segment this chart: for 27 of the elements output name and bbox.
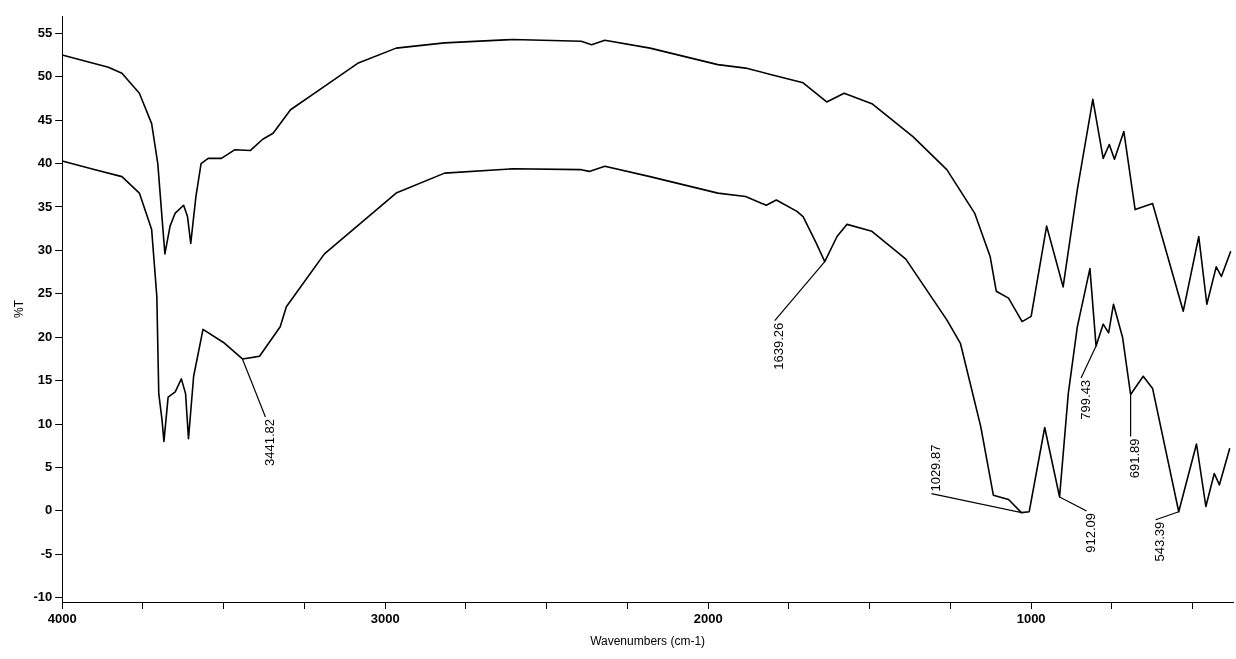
y-tick-label: 35: [37, 198, 53, 214]
y-tick-label: 20: [37, 328, 53, 344]
x-tick-label: 1000: [1016, 611, 1046, 627]
annotation: 3441.82: [261, 418, 277, 466]
y-tick-label: -10: [33, 589, 53, 605]
x-axis-title: Wavenumbers (cm-1): [590, 634, 706, 649]
y-tick-label: 25: [37, 285, 53, 301]
y-tick-label: 50: [37, 68, 53, 84]
x-tick-label: 4000: [47, 611, 77, 627]
y-tick-label: 55: [37, 24, 53, 40]
x-tick-label: 3000: [370, 611, 400, 627]
y-tick-label: -5: [40, 545, 53, 561]
y-tick-label: 0: [44, 502, 53, 518]
y-axis-title: %T: [11, 299, 26, 318]
x-tick-label: 2000: [693, 611, 723, 627]
y-tick-label: 10: [37, 415, 53, 431]
y-tick-label: 45: [37, 111, 53, 127]
annotation: 799.43: [1077, 379, 1093, 420]
annotation: 1639.26: [771, 322, 787, 370]
annotation: 543.39: [1152, 521, 1168, 562]
annotation: 912.09: [1083, 512, 1099, 553]
y-tick-label: 30: [37, 241, 53, 257]
y-tick-label: 40: [37, 155, 53, 171]
annotation: 1029.87: [928, 444, 944, 492]
annotation: 691.89: [1127, 438, 1143, 479]
y-tick-label: 5: [44, 459, 53, 475]
y-tick-label: 15: [37, 372, 53, 388]
